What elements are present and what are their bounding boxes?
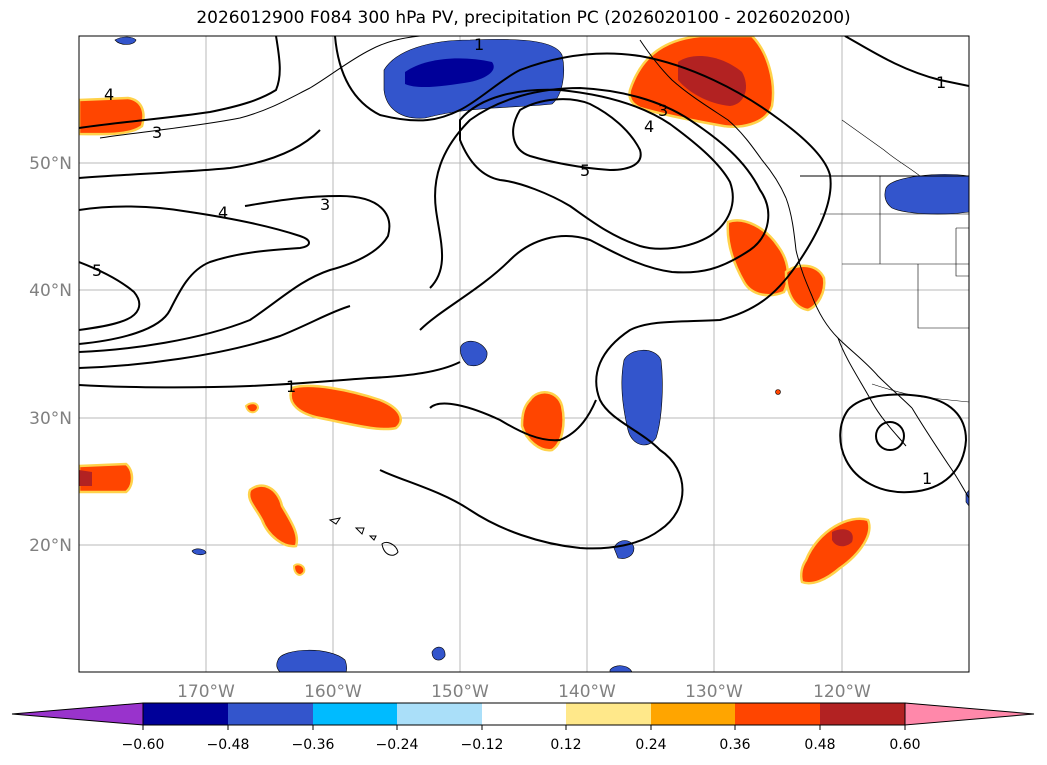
contour-1-nw — [79, 129, 321, 179]
contour-subtrop-low — [429, 399, 597, 442]
lon-labels: 170°W 160°W 150°W 140°W 130°W 120°W — [177, 682, 871, 702]
colorbar-right-extend — [904, 702, 1035, 726]
colorbar-tick-label: −0.48 — [207, 737, 250, 753]
contour-5-north — [512, 98, 642, 172]
colorbar-tick-label: 0.60 — [889, 737, 920, 753]
chart-title: 2026012900 F084 300 hPa PV, precipitatio… — [196, 8, 851, 28]
colorbar-tick-label: 0.24 — [635, 737, 666, 753]
hawaii-islands — [328, 517, 399, 556]
contour-5-west — [79, 261, 141, 331]
bc-coast — [639, 39, 787, 199]
contour-ne-1 — [844, 36, 969, 87]
lat-label-40n: 40°N — [29, 281, 72, 301]
state-borders — [820, 119, 969, 329]
lat-label-20n: 20°N — [29, 536, 72, 556]
pv-contours — [79, 36, 969, 550]
lon-label-160w: 160°W — [304, 682, 362, 702]
lon-label-120w: 120°W — [813, 682, 871, 702]
colorbar-tick-label: −0.36 — [292, 737, 335, 753]
colorbar-bin — [651, 703, 735, 725]
colorbar-bin — [228, 703, 313, 725]
colorbar-tick-label: −0.60 — [122, 737, 165, 753]
contour-label: 5 — [580, 161, 590, 180]
contour-label: 5 — [92, 261, 102, 280]
neg-anomaly-us — [884, 174, 969, 215]
us-west-coast — [785, 197, 913, 409]
coastlines — [99, 36, 969, 556]
lat-labels: 20°N 30°N 40°N 50°N — [29, 154, 72, 556]
alaska-coast — [99, 36, 421, 139]
contour-label: 3 — [152, 123, 162, 142]
colorbar-tick-label: −0.24 — [376, 737, 419, 753]
colorbar-ticks — [142, 725, 906, 730]
colorbar-bin — [735, 703, 820, 725]
colorbar-frame — [142, 702, 906, 726]
contour-label: 4 — [218, 203, 228, 222]
colorbar-bin — [482, 703, 566, 725]
neg-anomaly-center — [460, 340, 488, 367]
colorbar-bin — [397, 703, 482, 725]
lon-label-150w: 150°W — [431, 682, 489, 702]
neg-anomaly-bottom — [276, 649, 347, 672]
colorbar-bin — [313, 703, 397, 725]
contour-3-main — [79, 86, 770, 353]
neg-anomaly-nw — [114, 36, 137, 45]
colorbar-tick-label: 0.12 — [550, 737, 581, 753]
contour-1-west — [79, 361, 461, 389]
lon-label-130w: 130°W — [685, 682, 743, 702]
contour-baja-outer — [839, 393, 968, 494]
pos-anomaly-california — [784, 264, 826, 312]
contour-label: 1 — [474, 35, 484, 54]
contour-labels: 1 3 4 5 3 4 5 3 4 1 1 1 — [92, 35, 946, 488]
map-frame — [78, 35, 970, 673]
pos-anomaly-west — [79, 462, 134, 494]
colorbar-tick-label: −0.12 — [461, 737, 504, 753]
colorbar-bin — [820, 703, 905, 725]
neg-anomaly-gulf-alaska-core — [405, 58, 494, 88]
colorbar-bin — [566, 703, 651, 725]
contour-4-ring — [79, 205, 310, 345]
contour-label: 1 — [936, 73, 946, 92]
lon-label-170w: 170°W — [177, 682, 235, 702]
contour-label: 3 — [658, 101, 668, 120]
contour-label: 4 — [104, 85, 114, 104]
contour-label: 3 — [320, 195, 330, 214]
colorbar-bin — [143, 703, 228, 725]
contour-label: 1 — [922, 469, 932, 488]
contour-4-north — [459, 88, 734, 250]
lat-label-50n: 50°N — [29, 154, 72, 174]
contour-baja-inner — [875, 421, 905, 451]
contour-label: 4 — [644, 117, 654, 136]
pos-anomaly-bc-core — [678, 56, 746, 106]
neg-anomaly-east-pacific — [621, 349, 663, 446]
contour-3-west — [79, 305, 351, 369]
lon-label-140w: 140°W — [558, 682, 616, 702]
colorbar: −0.60 −0.48 −0.36 −0.24 −0.12 0.12 0.24 … — [11, 702, 1035, 753]
colorbar-tick-label: 0.36 — [719, 737, 750, 753]
contour-3-nw — [79, 36, 281, 129]
colorbar-tick-label: 0.48 — [804, 737, 835, 753]
lat-label-30n: 30°N — [29, 409, 72, 429]
contour-1-north — [334, 36, 832, 550]
baja-coast — [837, 337, 907, 447]
colorbar-left-extend — [11, 702, 144, 726]
precip-negative-anomalies — [114, 36, 969, 672]
pos-anomaly-hawaii-north — [289, 384, 402, 431]
contour-label: 1 — [286, 377, 296, 396]
mexico-coast — [911, 407, 969, 499]
pos-anomaly-hawaii-west — [247, 484, 299, 548]
pos-anomaly-oregon — [726, 219, 790, 297]
